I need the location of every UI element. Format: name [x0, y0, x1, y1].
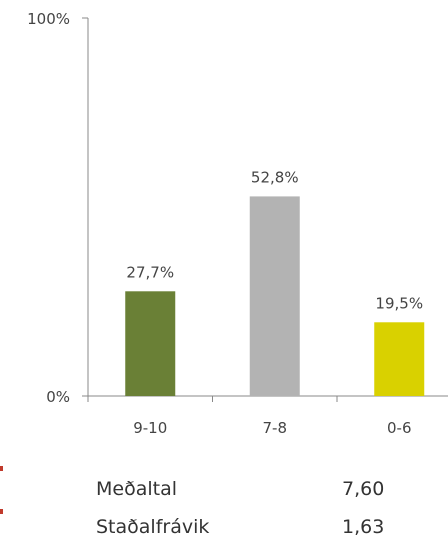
stat-row-mean: Meðaltal 7,60 — [96, 478, 396, 516]
data-label-9-10: 27,7% — [126, 263, 174, 281]
x-tick-label-0-6: 0-6 — [387, 419, 412, 437]
stat-row-std-dev: Staðalfrávik 1,63 — [96, 516, 396, 554]
y-tick-label-min: 0% — [46, 388, 70, 406]
std-dev-label: Staðalfrávik — [96, 516, 210, 538]
data-label-7-8: 52,8% — [251, 168, 299, 186]
mean-value: 7,60 — [342, 478, 385, 500]
data-label-0-6: 19,5% — [375, 294, 423, 312]
edge-mark — [0, 509, 3, 514]
mean-label: Meðaltal — [96, 478, 178, 500]
bar-7-8 — [249, 196, 300, 396]
x-tick-label-7-8: 7-8 — [263, 419, 288, 437]
bar-9-10 — [125, 291, 176, 396]
x-tick-label-9-10: 9-10 — [133, 419, 167, 437]
bar-series: 27,7% 9-10 52,8% 7-8 19,5% 0-6 — [125, 168, 425, 437]
y-tick-label-max: 100% — [27, 10, 70, 28]
std-dev-value: 1,63 — [342, 516, 385, 538]
bar-0-6 — [374, 322, 425, 396]
bar-chart: 100% 0% 27,7% 9-10 52,8% 7-8 19,5% 0-6 — [27, 10, 448, 437]
edge-mark — [0, 466, 3, 471]
summary-stats: Meðaltal 7,60 Staðalfrávik 1,63 — [96, 478, 396, 554]
